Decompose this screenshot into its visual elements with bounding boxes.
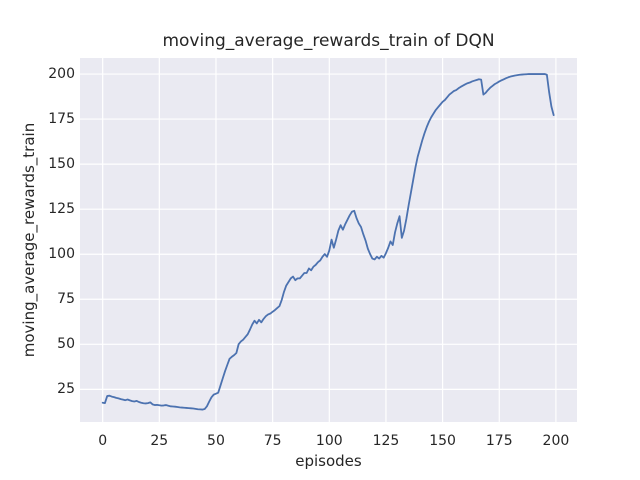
y-tick-label-75: 75 (57, 291, 75, 308)
y-tick-label-100: 100 (48, 246, 75, 263)
plot-area (80, 58, 577, 422)
y-tick-label-175: 175 (48, 111, 75, 128)
x-tick-label-0: 0 (98, 433, 108, 449)
x-axis-label: episodes (295, 452, 362, 470)
x-tick-label-200: 200 (542, 433, 570, 449)
x-tick-label-150: 150 (429, 433, 456, 449)
y-tick-label-150: 150 (48, 156, 75, 173)
chart-canvas (80, 58, 577, 422)
y-tick-label-50: 50 (57, 336, 75, 353)
x-tick-label-50: 50 (207, 433, 225, 449)
y-tick-label-200: 200 (48, 66, 75, 83)
x-tick-label-175: 175 (485, 433, 513, 449)
x-tick-label-25: 25 (150, 433, 169, 449)
series-line-moving_average_rewards_train (101, 73, 555, 411)
x-tick-label-75: 75 (263, 433, 282, 449)
y-tick-label-25: 25 (57, 381, 75, 398)
chart-title: moving_average_rewards_train of DQN (162, 31, 495, 51)
x-tick-label-100: 100 (315, 433, 343, 449)
y-tick-label-125: 125 (48, 201, 75, 218)
x-tick-label-125: 125 (372, 433, 400, 449)
